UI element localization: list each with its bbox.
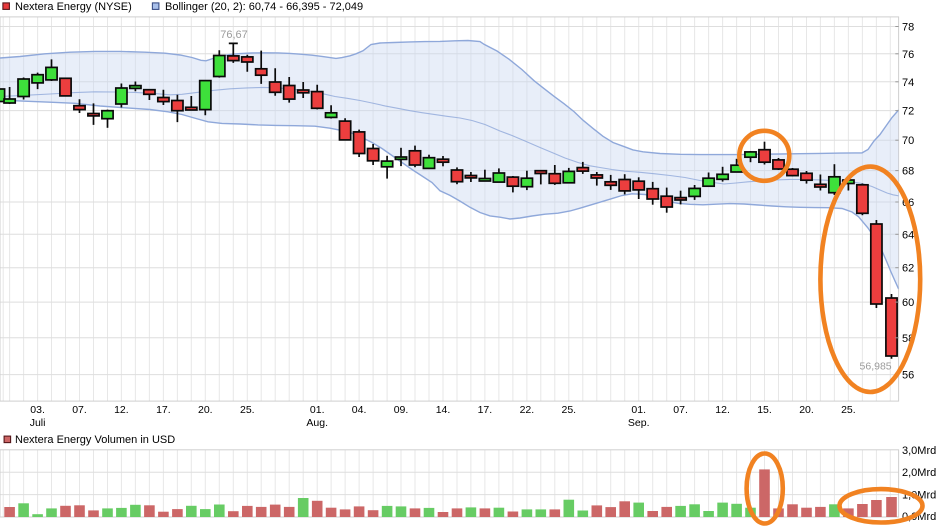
svg-text:Juli: Juli	[30, 417, 46, 429]
svg-text:17.: 17.	[156, 404, 171, 416]
svg-text:07.: 07.	[72, 404, 87, 416]
svg-text:Sep.: Sep.	[628, 417, 650, 429]
svg-text:64: 64	[902, 229, 914, 241]
svg-text:20.: 20.	[198, 404, 213, 416]
svg-text:56,985: 56,985	[860, 361, 892, 373]
svg-text:17.: 17.	[478, 404, 493, 416]
svg-text:12.: 12.	[114, 404, 129, 416]
svg-text:76,67: 76,67	[220, 29, 248, 41]
svg-text:25.: 25.	[841, 404, 856, 416]
svg-text:12.: 12.	[715, 404, 730, 416]
svg-text:15.: 15.	[757, 404, 772, 416]
svg-text:0,0Mrd: 0,0Mrd	[902, 511, 936, 523]
svg-text:20.: 20.	[799, 404, 814, 416]
svg-text:72: 72	[902, 106, 914, 118]
svg-text:56: 56	[902, 370, 914, 382]
svg-text:Nextera Energy Volumen in USD: Nextera Energy Volumen in USD	[15, 434, 175, 446]
svg-text:2,0Mrd: 2,0Mrd	[902, 467, 936, 479]
svg-text:04.: 04.	[352, 404, 367, 416]
svg-text:01.: 01.	[631, 404, 646, 416]
svg-text:3,0Mrd: 3,0Mrd	[902, 445, 936, 457]
svg-text:74: 74	[902, 77, 914, 89]
svg-text:03.: 03.	[30, 404, 45, 416]
svg-text:Bollinger (20, 2): 60,74 - 66,: Bollinger (20, 2): 60,74 - 66,395 - 72,0…	[165, 1, 363, 13]
svg-text:68: 68	[902, 166, 914, 178]
svg-text:09.: 09.	[394, 404, 409, 416]
svg-text:Nextera Energy (NYSE): Nextera Energy (NYSE)	[15, 1, 132, 13]
svg-text:Aug.: Aug.	[306, 417, 328, 429]
svg-text:22.: 22.	[520, 404, 535, 416]
svg-text:25.: 25.	[561, 404, 576, 416]
svg-text:76: 76	[902, 49, 914, 61]
svg-text:60: 60	[902, 297, 914, 309]
svg-text:01.: 01.	[310, 404, 325, 416]
svg-text:14.: 14.	[436, 404, 451, 416]
svg-text:07.: 07.	[673, 404, 688, 416]
svg-text:25.: 25.	[240, 404, 255, 416]
svg-text:62: 62	[902, 263, 914, 275]
svg-text:78: 78	[902, 22, 914, 34]
svg-text:70: 70	[902, 135, 914, 147]
